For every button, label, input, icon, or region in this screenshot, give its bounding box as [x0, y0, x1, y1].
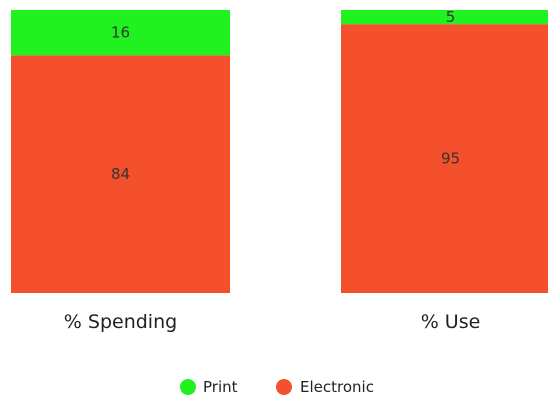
legend-label-electronic: Electronic [300, 378, 374, 396]
bar-print-2 [341, 10, 548, 25]
category-labels-group: % Spending % Use [64, 311, 480, 333]
legend: Print Electronic [180, 378, 374, 396]
category-label-2: % Use [421, 311, 481, 333]
legend-marker-print [180, 379, 196, 395]
data-label-print-1: 16 [111, 24, 130, 42]
legend-marker-electronic [276, 379, 292, 395]
legend-label-print: Print [203, 378, 238, 396]
bar-print-1 [11, 10, 230, 56]
bar-electronic-1 [11, 55, 230, 293]
data-label-print-2: 5 [446, 8, 456, 26]
data-label-electronic-2: 95 [441, 150, 460, 168]
segment-labels-group: 84 16 95 5 [111, 8, 460, 183]
category-label-1: % Spending [64, 311, 177, 333]
bar-electronic-2 [341, 24, 548, 294]
bars-group [11, 10, 548, 294]
data-label-electronic-1: 84 [111, 165, 130, 183]
